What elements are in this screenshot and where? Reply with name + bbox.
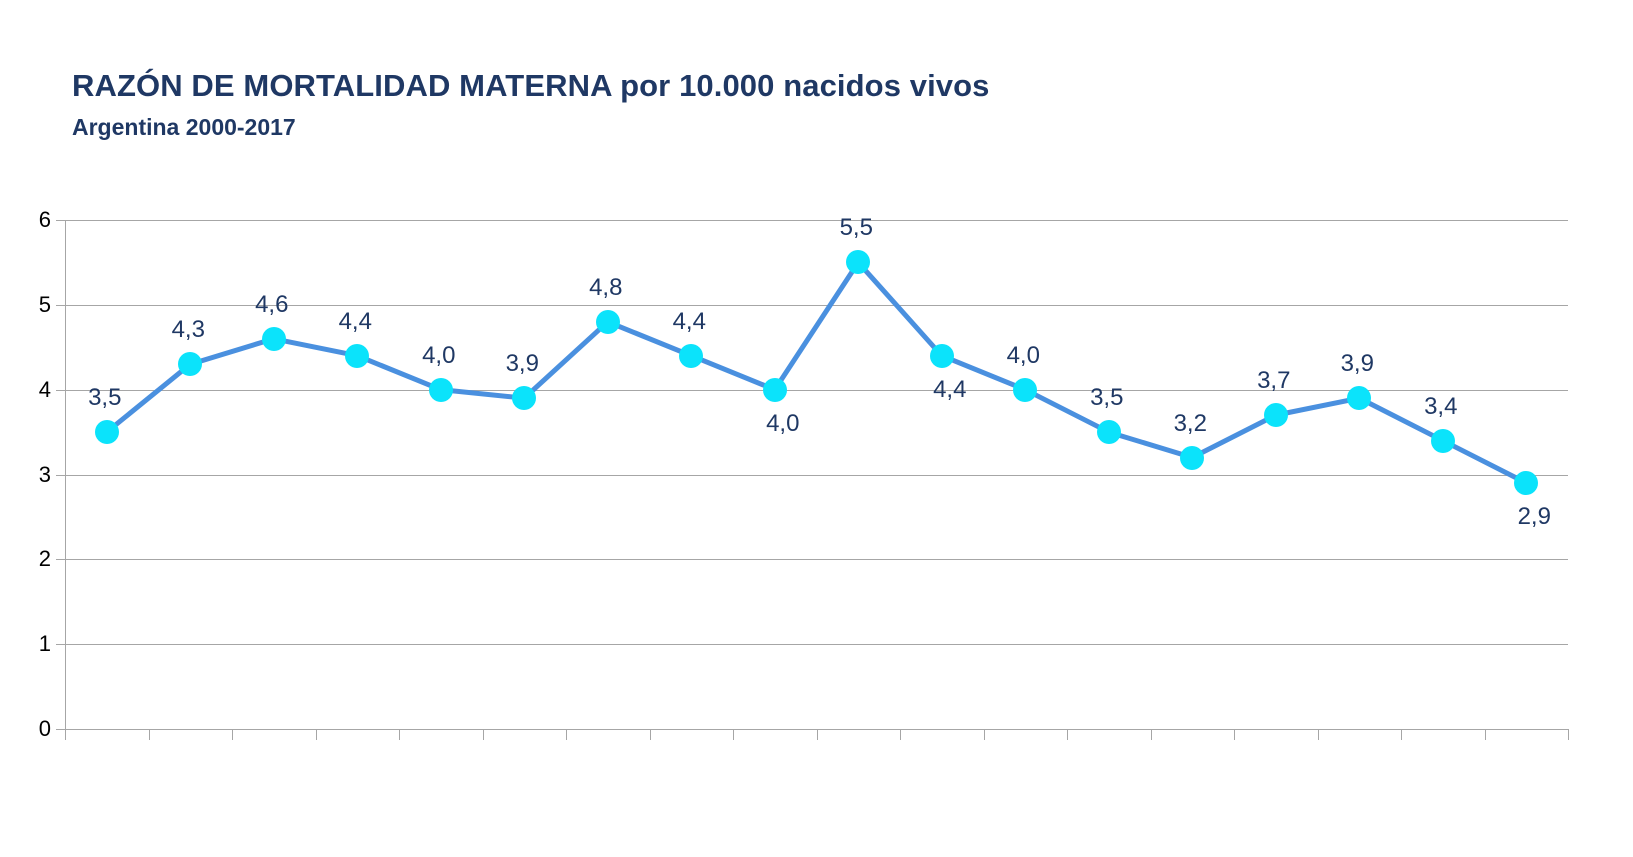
data-point-marker[interactable] <box>595 309 620 334</box>
data-point-label: 3,5 <box>1090 384 1124 412</box>
data-point-marker[interactable] <box>345 343 370 368</box>
x-tick-mark <box>816 729 818 740</box>
x-tick-mark <box>482 729 484 740</box>
y-tick-mark <box>56 474 65 476</box>
data-point-marker[interactable] <box>1347 386 1372 411</box>
data-point-label: 2,9 <box>1517 502 1551 530</box>
data-point-marker[interactable] <box>762 377 787 402</box>
data-point-marker[interactable] <box>512 386 537 411</box>
x-tick-mark <box>900 729 901 740</box>
data-point-label: 4,4 <box>672 307 706 335</box>
x-tick-mark <box>1150 729 1152 740</box>
x-tick-mark <box>65 729 66 740</box>
data-point-label: 4,6 <box>255 290 289 318</box>
title-block: RAZÓN DE MORTALIDAD MATERNA por 10.000 n… <box>72 68 1372 141</box>
data-point-marker[interactable] <box>1096 420 1121 445</box>
gridline <box>65 644 1568 646</box>
data-point-marker[interactable] <box>1430 428 1455 453</box>
data-point-label: 5,5 <box>839 214 873 242</box>
data-point-label: 3,9 <box>1340 350 1374 378</box>
data-point-marker[interactable] <box>1180 445 1205 470</box>
data-point-label: 4,8 <box>589 273 623 301</box>
data-point-label: 3,7 <box>1257 367 1291 395</box>
data-point-label: 4,3 <box>171 316 205 344</box>
x-tick-mark <box>566 729 567 740</box>
x-tick-mark <box>399 729 400 740</box>
data-point-label: 3,5 <box>88 384 122 412</box>
gridline <box>65 559 1568 561</box>
data-point-marker[interactable] <box>1013 377 1038 402</box>
gridline <box>65 389 1568 391</box>
y-tick-mark <box>56 389 65 391</box>
x-tick-mark <box>983 729 985 740</box>
x-tick-mark <box>1067 729 1068 740</box>
data-point-label: 4,0 <box>422 341 456 369</box>
data-point-label: 3,9 <box>505 350 539 378</box>
gridline <box>65 220 1568 221</box>
data-point-marker[interactable] <box>1263 403 1288 428</box>
x-tick-mark <box>315 729 317 740</box>
data-point-marker[interactable] <box>178 352 203 377</box>
x-tick-mark <box>1317 729 1319 740</box>
y-axis-tick-label: 0 <box>38 716 51 741</box>
y-tick-mark <box>56 220 65 221</box>
data-point-marker[interactable] <box>94 420 119 445</box>
data-point-label: 4,0 <box>1006 341 1040 369</box>
data-point-marker[interactable] <box>846 250 871 275</box>
data-point-marker[interactable] <box>428 377 453 402</box>
x-tick-mark <box>1484 729 1486 740</box>
y-axis-tick-label: 5 <box>38 291 51 317</box>
data-point-marker[interactable] <box>929 343 954 368</box>
y-tick-mark <box>56 304 65 306</box>
x-tick-mark <box>1401 729 1402 740</box>
x-tick-mark <box>148 729 150 740</box>
data-point-marker[interactable] <box>1514 470 1539 495</box>
data-point-label: 3,2 <box>1173 409 1207 437</box>
x-tick-mark <box>232 729 233 740</box>
y-tick-mark <box>56 729 65 730</box>
y-tick-mark <box>56 559 65 561</box>
y-axis-tick-label: 1 <box>38 631 51 657</box>
y-axis-tick-label: 3 <box>38 461 51 487</box>
series-line <box>104 259 1529 486</box>
data-point-marker[interactable] <box>261 326 286 351</box>
page-title: RAZÓN DE MORTALIDAD MATERNA por 10.000 n… <box>72 68 990 103</box>
y-axis-tick-label: 6 <box>38 207 51 232</box>
x-tick-mark <box>1234 729 1235 740</box>
gridline <box>65 304 1568 306</box>
chart-subtitle: Argentina 2000-2017 <box>72 113 296 140</box>
data-point-marker[interactable] <box>679 343 704 368</box>
data-point-label: 3,4 <box>1424 392 1458 420</box>
x-tick-mark <box>1568 729 1569 740</box>
y-axis-tick-label: 4 <box>38 376 51 402</box>
gridline <box>65 474 1568 476</box>
data-point-label: 4,4 <box>933 375 967 403</box>
data-point-label: 4,4 <box>338 307 372 335</box>
x-tick-mark <box>733 729 734 740</box>
data-point-label: 4,0 <box>766 409 800 437</box>
y-tick-mark <box>56 644 65 646</box>
y-axis-tick-label: 2 <box>38 546 51 572</box>
x-tick-mark <box>649 729 651 740</box>
